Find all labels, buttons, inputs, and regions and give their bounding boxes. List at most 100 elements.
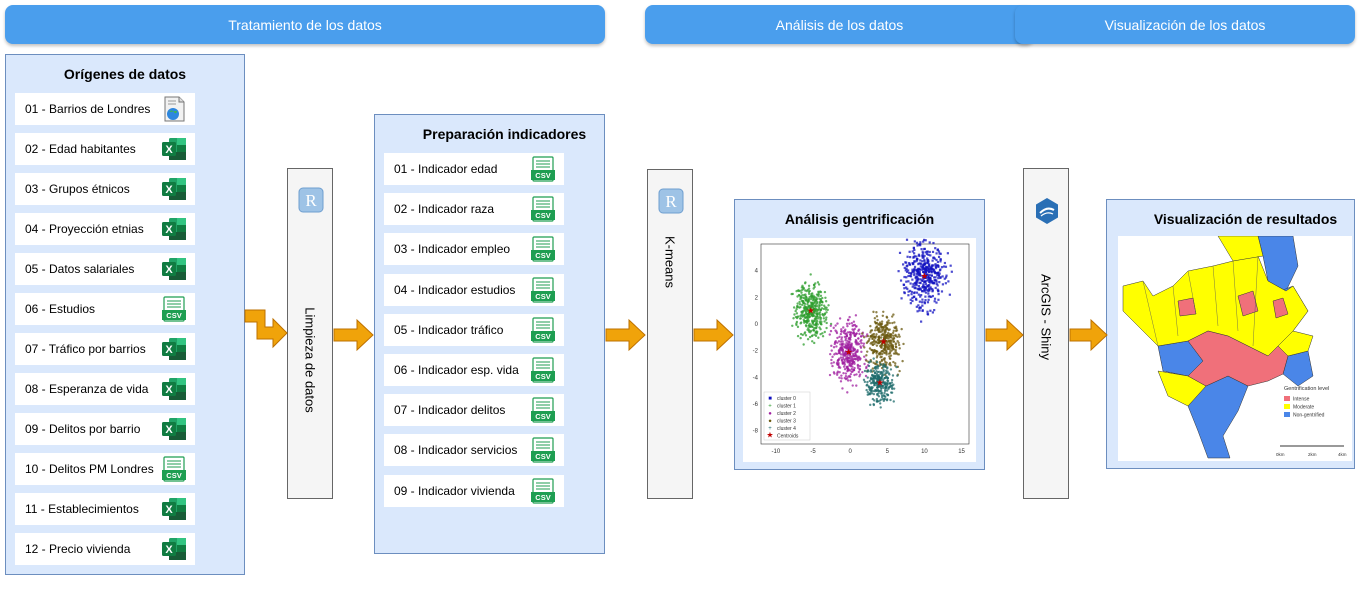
cluster-point — [897, 343, 901, 347]
cluster-point — [866, 350, 869, 353]
cluster-point — [814, 305, 817, 308]
svg-text:R: R — [305, 191, 317, 210]
cluster-point — [871, 397, 875, 401]
cluster-point — [915, 255, 918, 258]
cluster-point — [871, 367, 875, 370]
cluster-point — [874, 340, 877, 344]
cluster-point — [882, 386, 885, 390]
cluster-point — [874, 365, 878, 368]
cluster-point — [873, 383, 876, 387]
cluster-point — [799, 305, 802, 309]
cluster-point — [922, 267, 925, 270]
cluster-point — [931, 294, 934, 298]
cluster-point — [941, 283, 944, 286]
cluster-point — [908, 261, 911, 265]
cluster-point — [921, 252, 924, 255]
cluster-point — [812, 309, 815, 312]
cluster-point — [846, 324, 849, 328]
legend-label: cluster 2 — [777, 411, 796, 417]
header-analysis: Análisis de los datos — [645, 5, 1034, 44]
cluster-point — [935, 279, 938, 282]
cluster-point — [797, 289, 800, 292]
map-area-intense — [1187, 330, 1289, 387]
cluster-point — [880, 320, 884, 323]
cluster-point — [826, 308, 829, 312]
cluster-point — [856, 359, 860, 362]
cluster-point — [823, 312, 827, 315]
cluster-point — [921, 298, 924, 301]
cluster-point — [883, 348, 887, 352]
cluster-point — [913, 252, 916, 255]
cluster-point — [866, 376, 869, 379]
cluster-point — [837, 349, 841, 353]
cluster-point — [924, 239, 927, 242]
cluster-point — [905, 261, 908, 264]
cluster-point — [887, 339, 890, 343]
cluster-point — [836, 336, 839, 340]
cluster-point — [909, 275, 913, 278]
x-tick-label: -5 — [810, 449, 816, 455]
cluster-point — [919, 262, 922, 265]
cluster-point — [850, 356, 854, 359]
cluster-point — [883, 330, 886, 334]
arrow-cleaning-to-indicators — [333, 318, 374, 352]
cluster-point — [866, 334, 870, 338]
cluster-point — [885, 321, 889, 324]
map-legend-label: Non-gentrified — [1293, 413, 1325, 419]
cluster-point — [831, 355, 834, 359]
cluster-point — [866, 340, 870, 343]
cluster-point — [890, 378, 894, 382]
cluster-point — [851, 332, 855, 335]
cluster-point — [893, 321, 896, 324]
cluster-point — [923, 263, 926, 266]
cluster-point — [850, 343, 853, 346]
cluster-point — [922, 263, 925, 266]
cluster-point — [850, 321, 854, 325]
cluster-point — [917, 243, 921, 246]
cluster-point — [827, 304, 830, 307]
cluster-point — [898, 347, 901, 350]
cluster-point — [812, 283, 816, 287]
cluster-point — [864, 374, 868, 378]
cluster-point — [889, 368, 893, 371]
cluster-point — [810, 319, 814, 322]
cluster-point — [807, 330, 811, 333]
cluster-point — [858, 375, 861, 378]
centroid-star: ★ — [876, 378, 884, 388]
cluster-point — [921, 301, 924, 304]
cluster-point — [937, 255, 941, 259]
cluster-point — [867, 364, 871, 368]
cluster-point — [803, 304, 806, 308]
cluster-point — [945, 274, 948, 277]
cluster-point — [888, 373, 891, 376]
indicator-item-label: 04 - Indicador estudios — [394, 282, 516, 297]
source-item: 03 - Grupos étnicos X — [15, 173, 195, 205]
cluster-point — [842, 365, 846, 368]
cluster-point — [811, 334, 814, 337]
cluster-point — [918, 262, 921, 265]
cluster-point — [857, 370, 861, 374]
cluster-point — [865, 366, 868, 370]
cluster-point — [879, 363, 883, 366]
cluster-point — [844, 374, 848, 378]
cluster-point — [835, 345, 838, 348]
cluster-point — [844, 372, 848, 375]
source-item-label: 12 - Precio vivienda — [25, 542, 131, 556]
cluster-point — [933, 308, 936, 312]
cluster-point — [857, 337, 860, 340]
map-legend-swatch — [1284, 404, 1290, 409]
cluster-point — [934, 264, 938, 267]
cluster-point — [889, 339, 892, 342]
cluster-point — [894, 345, 898, 349]
geo-file-icon — [164, 96, 185, 122]
cluster-point — [948, 293, 951, 296]
cluster-point — [935, 252, 938, 255]
cluster-point — [821, 312, 824, 316]
cluster-point — [796, 302, 799, 305]
source-item-label: 09 - Delitos por barrio — [25, 422, 141, 436]
cluster-point — [934, 265, 938, 268]
cluster-point — [878, 383, 882, 386]
cluster-point — [927, 284, 930, 287]
indicator-item: 03 - Indicador empleo CSV — [384, 233, 564, 266]
cluster-point — [899, 279, 903, 282]
